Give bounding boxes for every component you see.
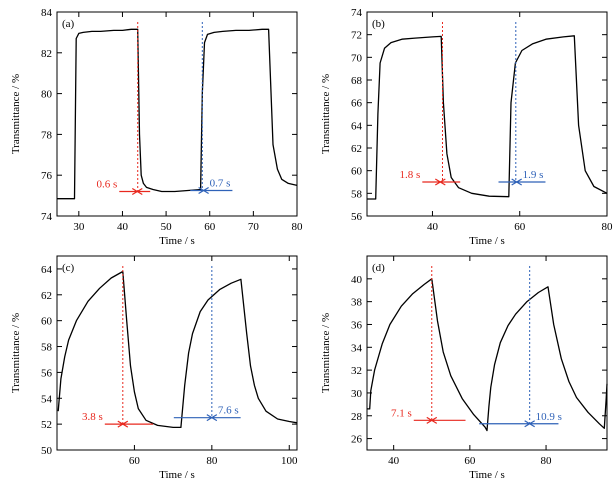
x-tick-label: 60 (514, 221, 526, 233)
x-axis-label: Time / s (469, 235, 505, 247)
y-tick-label: 58 (351, 188, 363, 200)
red-arrow (439, 178, 461, 186)
transmittance-line (367, 278, 608, 432)
red-arrow (121, 420, 154, 428)
blue-response-time: 0.7 s (210, 178, 231, 190)
blue-response-time: 1.9 s (523, 169, 544, 181)
x-axis-label: Time / s (469, 469, 505, 481)
y-tick-label: 60 (41, 316, 53, 328)
y-tick-label: 26 (351, 434, 363, 446)
y-axis-label: Transmittance / % (10, 74, 22, 154)
y-tick-label: 78 (41, 129, 53, 141)
blue-arrow (528, 420, 559, 428)
plot-frame (366, 255, 608, 451)
y-tick-label: 28 (351, 411, 363, 423)
y-tick-label: 82 (41, 48, 52, 60)
y-tick-label: 56 (41, 367, 53, 379)
y-tick-label: 50 (41, 445, 53, 457)
x-tick-label: 80 (541, 455, 553, 467)
chart-panel-b: 40 60 80 56 58 60 62 64 66 68 70 72 74 Time / s Transm… (320, 7, 613, 247)
red-arrow (430, 416, 466, 424)
y-tick-label: 34 (351, 342, 363, 354)
y-tick-label: 60 (351, 166, 363, 178)
blue-response-time: 10.9 s (536, 411, 562, 423)
x-tick-label: 70 (248, 221, 260, 233)
y-tick-label: 54 (41, 393, 53, 405)
red-arrow (104, 420, 124, 428)
x-tick-label: 80 (206, 455, 218, 467)
y-tick-label: 52 (41, 419, 52, 431)
y-tick-label: 74 (41, 211, 53, 223)
y-tick-label: 68 (351, 75, 363, 87)
blue-arrow (190, 186, 205, 195)
red-arrow (422, 178, 442, 186)
panel-label: (d) (372, 262, 385, 274)
y-tick-label: 36 (351, 319, 363, 331)
panel-label: (b) (372, 18, 385, 30)
red-response-time: 3.8 s (82, 411, 103, 423)
blue-response-time: 7.6 s (218, 405, 239, 417)
y-tick-label: 64 (41, 264, 53, 276)
x-tick-label: 40 (427, 221, 439, 233)
x-tick-label: 50 (161, 221, 173, 233)
x-tick-label: 30 (73, 221, 85, 233)
plot-frame (56, 11, 298, 217)
x-tick-label: 80 (292, 221, 304, 233)
chart-panel-a: 30 40 50 60 70 80 74 76 78 80 82 84 Time / s Transmit… (10, 7, 303, 247)
y-tick-label: 40 (351, 274, 363, 286)
x-tick-label: 100 (281, 455, 298, 467)
blue-arrow (479, 420, 531, 428)
y-tick-label: 76 (41, 170, 53, 182)
x-axis-label: Time / s (159, 235, 195, 247)
y-tick-label: 66 (351, 98, 363, 110)
transmittance-line (367, 35, 608, 200)
y-tick-label: 56 (351, 211, 363, 223)
red-arrow (413, 416, 433, 424)
red-arrow (136, 188, 151, 196)
blue-arrow (498, 178, 518, 186)
panel-label: (a) (62, 18, 75, 30)
transmittance-line (57, 28, 298, 200)
x-tick-label: 80 (602, 221, 614, 233)
x-tick-label: 40 (117, 221, 129, 233)
blue-arrow (515, 178, 546, 186)
y-tick-label: 62 (351, 143, 362, 155)
blue-arrow (210, 414, 241, 422)
x-tick-label: 40 (388, 455, 400, 467)
y-tick-label: 58 (41, 342, 53, 354)
y-tick-label: 62 (41, 290, 52, 302)
panel-label: (c) (62, 262, 75, 274)
chart-panel-c: 60 80 100 50 52 54 56 58 60 62 64 Time / s Transmitt… (10, 255, 298, 481)
y-tick-label: 38 (351, 297, 363, 309)
y-tick-label: 80 (41, 89, 53, 101)
y-axis-label: Transmittance / % (320, 313, 332, 393)
x-tick-label: 60 (204, 221, 216, 233)
blue-arrow (202, 186, 233, 195)
y-tick-label: 70 (351, 52, 363, 64)
y-axis-label: Transmittance / % (320, 74, 332, 154)
y-tick-label: 64 (351, 120, 363, 132)
red-response-time: 1.8 s (400, 169, 421, 181)
y-tick-label: 84 (41, 7, 53, 19)
red-response-time: 0.6 s (97, 179, 118, 191)
plot-frame (56, 255, 298, 451)
y-tick-label: 74 (351, 7, 363, 19)
y-tick-label: 72 (351, 30, 362, 42)
x-axis-label: Time / s (159, 469, 195, 481)
plot-frame (366, 11, 608, 217)
y-axis-label: Transmittance / % (10, 313, 22, 393)
x-tick-label: 60 (464, 455, 476, 467)
transmittance-line (57, 270, 298, 429)
y-tick-label: 32 (351, 365, 362, 377)
chart-panel-d: 40 60 80 26 28 30 32 34 36 38 40 Time / s Transmitta… (320, 255, 608, 481)
red-arrow (119, 188, 139, 196)
y-tick-label: 30 (351, 388, 363, 400)
x-tick-label: 60 (129, 455, 141, 467)
red-response-time: 7.1 s (391, 407, 412, 419)
blue-arrow (173, 414, 214, 422)
